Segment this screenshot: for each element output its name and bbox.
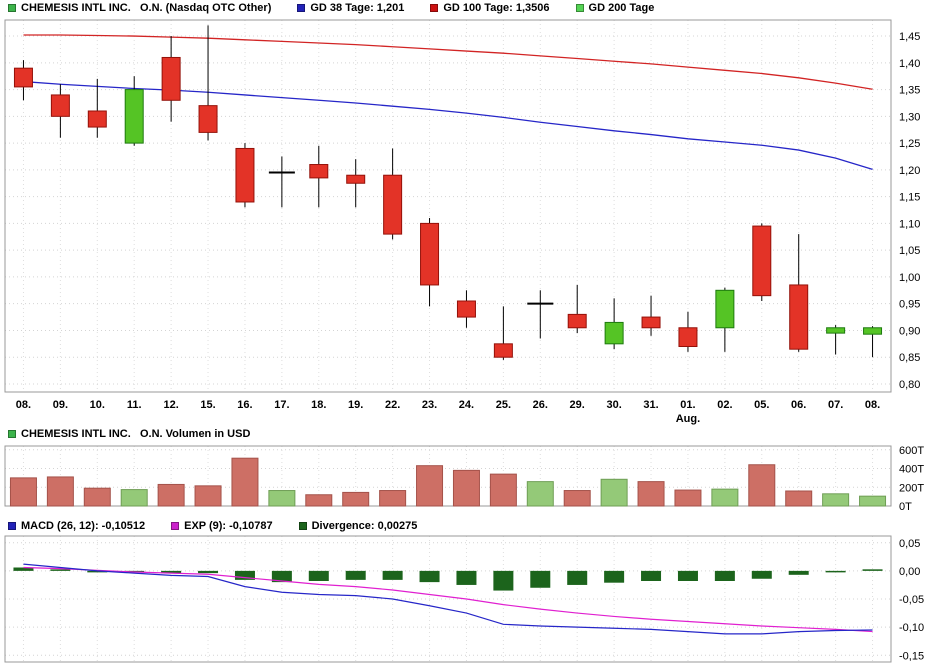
svg-text:200T: 200T [899,482,924,494]
legend-item-gd200: GD 200 Tage [575,2,655,14]
series-color-swatch-icon [297,4,306,12]
svg-text:1,25: 1,25 [899,138,920,150]
legend-item-exp: EXP (9): -0,10787 [171,520,273,532]
price-chart: 1,45 1,40 1,35 1,30 1,25 1,20 1,15 1,10 1,05 1,00… [4,19,920,425]
svg-text:19.: 19. [348,399,363,411]
legend-item-divergence: Divergence: 0,00275 [298,520,418,532]
svg-text:02.: 02. [717,399,732,411]
svg-text:15.: 15. [200,399,215,411]
svg-text:31.: 31. [643,399,658,411]
svg-text:07.: 07. [828,399,843,411]
svg-text:1,20: 1,20 [899,165,920,177]
svg-text:11.: 11. [127,399,142,411]
legend-label: CHEMESIS INTL INC. O.N. (Nasdaq OTC Othe… [21,2,272,14]
legend-label: GD 100 Tage: 1,3506 [443,2,550,14]
legend-item-gd38: GD 38 Tage: 1,201 [297,2,404,14]
svg-text:1,00: 1,00 [899,272,920,284]
series-color-swatch-icon [8,430,16,438]
series-color-swatch-icon [8,522,16,530]
svg-text:-0,15: -0,15 [899,650,924,662]
svg-text:0,95: 0,95 [899,299,920,311]
series-color-swatch-icon [298,522,307,530]
svg-text:0,90: 0,90 [899,325,920,337]
svg-text:09.: 09. [53,399,68,411]
svg-text:1,10: 1,10 [899,218,920,230]
legend-label: CHEMESIS INTL INC. O.N. Volumen in USD [21,428,251,440]
svg-text:26.: 26. [533,399,548,411]
legend-item-gd100: GD 100 Tage: 1,3506 [430,2,550,14]
series-color-swatch-icon [430,4,439,12]
series-color-swatch-icon [575,4,584,12]
svg-text:05.: 05. [754,399,769,411]
svg-text:0,05: 0,05 [899,538,920,550]
svg-text:23.: 23. [422,399,437,411]
legend-label: EXP (9): -0,10787 [184,520,273,532]
svg-text:01.: 01. [680,399,695,411]
svg-text:12.: 12. [163,399,178,411]
svg-text:17.: 17. [274,399,289,411]
legend-label: GD 200 Tage [588,2,655,14]
macd-chart: 0,05 0,00 -0,05 -0,10 -0,15 [4,535,924,663]
svg-text:24.: 24. [459,399,474,411]
volume-chart: 600T 400T 200T 0T [4,445,924,513]
svg-text:Aug.: Aug. [676,413,700,425]
svg-text:22.: 22. [385,399,400,411]
legend-item-macd: MACD (26, 12): -0,10512 [8,520,145,532]
svg-text:30.: 30. [606,399,621,411]
svg-text:29.: 29. [570,399,585,411]
svg-text:10.: 10. [90,399,105,411]
svg-text:1,40: 1,40 [899,58,920,70]
legend-label: MACD (26, 12): -0,10512 [21,520,146,532]
svg-text:1,45: 1,45 [899,31,920,43]
svg-text:0,85: 0,85 [899,352,920,364]
svg-text:16.: 16. [237,399,252,411]
svg-text:1,15: 1,15 [899,192,920,204]
series-color-swatch-icon [8,4,16,12]
legend-label: GD 38 Tage: 1,201 [310,2,405,14]
svg-text:0,00: 0,00 [899,566,920,578]
svg-text:1,35: 1,35 [899,85,920,97]
svg-text:25.: 25. [496,399,511,411]
legend-label: Divergence: 0,00275 [311,520,418,532]
volume-legend: CHEMESIS INTL INC. O.N. Volumen in USD [0,426,940,442]
svg-text:-0,10: -0,10 [899,622,924,634]
svg-text:18.: 18. [311,399,326,411]
svg-text:0T: 0T [899,501,912,513]
svg-text:08.: 08. [865,399,880,411]
series-color-swatch-icon [171,522,180,530]
svg-text:06.: 06. [791,399,806,411]
svg-text:1,30: 1,30 [899,111,920,123]
macd-legend: MACD (26, 12): -0,10512 EXP (9): -0,1078… [0,518,940,534]
svg-text:-0,05: -0,05 [899,594,924,606]
svg-text:400T: 400T [899,464,924,476]
svg-text:0,80: 0,80 [899,379,920,391]
svg-text:1,05: 1,05 [899,245,920,257]
svg-text:08.: 08. [16,399,31,411]
price-legend: CHEMESIS INTL INC. O.N. (Nasdaq OTC Othe… [0,0,940,16]
legend-item-instrument: CHEMESIS INTL INC. O.N. (Nasdaq OTC Othe… [8,2,271,14]
svg-text:600T: 600T [899,445,924,457]
legend-item-volume: CHEMESIS INTL INC. O.N. Volumen in USD [8,428,250,440]
